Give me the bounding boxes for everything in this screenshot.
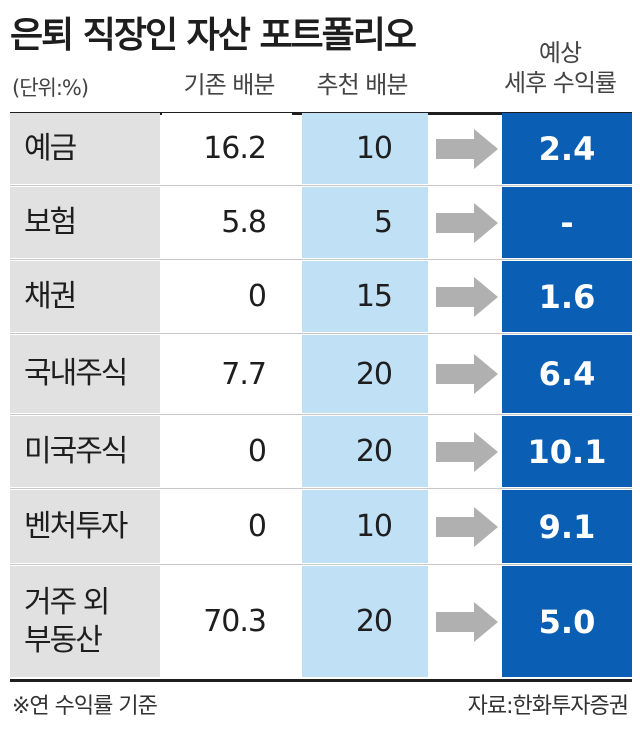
header-recommended-allocation: 추천 배분 [316, 71, 409, 99]
header-expected-return: 예상 세후 수익률 [488, 38, 632, 98]
table-row: 미국주식 0 20 10.1 [10, 416, 632, 489]
base-allocation-value: 0 [162, 416, 292, 487]
recommended-allocation-value: 20 [302, 335, 428, 413]
row-label: 보험 [10, 187, 160, 258]
footnote: ※연 수익률 기준 [12, 694, 158, 719]
page-title: 은퇴 직장인 자산 포트폴리오 [10, 15, 417, 56]
table-row: 보험 5.8 5 - [10, 187, 632, 260]
recommended-allocation-value: 20 [302, 416, 428, 487]
unit-label: (단위:%) [12, 76, 89, 100]
row-label: 예금 [10, 113, 160, 184]
recommended-allocation-value: 15 [302, 261, 428, 332]
base-allocation-value: 0 [162, 490, 292, 563]
arrow-right-icon [436, 431, 498, 472]
row-divider [10, 488, 632, 489]
table-row: 국내주식 7.7 20 6.4 [10, 335, 632, 415]
row-divider [10, 564, 632, 565]
expected-return-value: 5.0 [502, 566, 632, 677]
row-label: 국내주식 [10, 335, 160, 413]
base-allocation-value: 16.2 [162, 113, 292, 184]
table-bottom-rule [10, 679, 632, 682]
table-row: 채권 0 15 1.6 [10, 261, 632, 334]
source-note: 자료:한화투자증권 [467, 694, 629, 719]
row-label: 벤처투자 [10, 490, 160, 563]
header-return-line2: 세후 수익률 [503, 69, 617, 97]
row-label: 거주 외 부동산 [10, 566, 160, 677]
recommended-allocation-value: 10 [302, 113, 428, 184]
expected-return-value: 9.1 [502, 490, 632, 563]
arrow-right-icon [436, 354, 498, 394]
row-label: 미국주식 [10, 416, 160, 487]
base-allocation-value: 7.7 [162, 335, 292, 413]
recommended-allocation-value: 20 [302, 566, 428, 677]
base-allocation-value: 70.3 [162, 566, 292, 677]
expected-return-value: 6.4 [502, 335, 632, 413]
base-allocation-value: 5.8 [162, 187, 292, 258]
row-divider [10, 414, 632, 415]
table-row: 거주 외 부동산 70.3 20 5.0 [10, 566, 632, 677]
arrow-right-icon [436, 202, 498, 243]
base-allocation-value: 0 [162, 261, 292, 332]
table-row: 벤처투자 0 10 9.1 [10, 490, 632, 565]
portfolio-table: 예금 16.2 10 2.4 보험 5.8 5- 채권 0 15 1.6 국내주식 7.7 20 6.4 미국… [10, 113, 632, 681]
row-divider [10, 185, 632, 186]
row-divider [10, 333, 632, 334]
table-row: 예금 16.2 10 2.4 [10, 113, 632, 186]
row-divider [10, 259, 632, 260]
arrow-right-icon [436, 128, 498, 169]
expected-return-value: 2.4 [502, 113, 632, 184]
recommended-allocation-value: 5 [302, 187, 428, 258]
expected-return-value: 10.1 [502, 416, 632, 487]
row-label: 채권 [10, 261, 160, 332]
recommended-allocation-value: 10 [302, 490, 428, 563]
expected-return-value: - [502, 187, 632, 258]
expected-return-value: 1.6 [502, 261, 632, 332]
arrow-right-icon [436, 276, 498, 317]
header-base-allocation: 기존 배분 [183, 71, 276, 99]
arrow-right-icon [436, 601, 498, 642]
arrow-right-icon [436, 506, 498, 547]
header-return-line1: 예상 [538, 39, 582, 67]
